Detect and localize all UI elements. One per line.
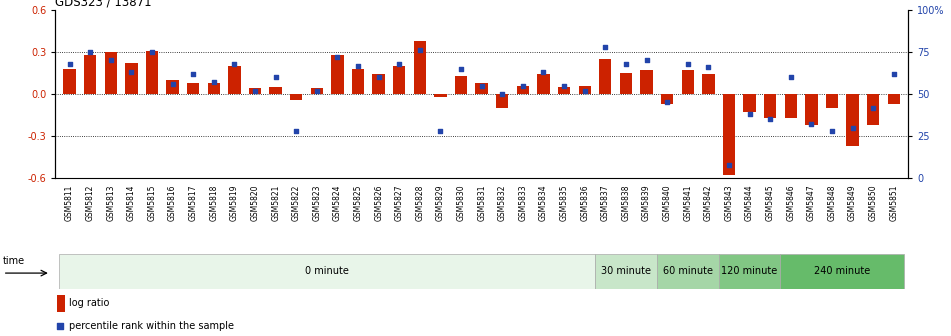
Bar <box>805 94 818 125</box>
Bar <box>620 73 632 94</box>
Point <box>495 91 510 97</box>
Point <box>309 88 324 93</box>
Bar <box>414 41 426 94</box>
Bar <box>657 254 719 289</box>
Bar <box>228 66 241 94</box>
Bar <box>57 295 65 311</box>
Point <box>247 88 262 93</box>
Bar <box>867 94 880 125</box>
Bar <box>207 83 220 94</box>
Point <box>783 75 798 80</box>
Point <box>844 125 860 130</box>
Point <box>680 61 695 67</box>
Bar <box>311 88 323 94</box>
Point <box>742 112 757 117</box>
Bar <box>595 254 657 289</box>
Bar <box>578 86 591 94</box>
Text: 0 minute: 0 minute <box>305 266 349 276</box>
Bar <box>702 75 714 94</box>
Text: time: time <box>3 256 25 266</box>
Point <box>515 83 531 88</box>
Point <box>124 70 139 75</box>
Bar <box>825 94 838 108</box>
Bar <box>352 69 364 94</box>
Point <box>185 71 201 77</box>
Bar <box>661 94 673 104</box>
Bar <box>723 94 735 175</box>
Bar <box>599 59 611 94</box>
Bar <box>558 87 571 94</box>
Bar <box>455 76 467 94</box>
Point <box>556 83 572 88</box>
Point <box>392 61 407 67</box>
Point <box>62 61 77 67</box>
Point <box>433 128 448 134</box>
Bar <box>537 75 550 94</box>
Point <box>865 105 881 110</box>
Bar <box>105 52 117 94</box>
Text: GDS323 / 13871: GDS323 / 13871 <box>55 0 152 9</box>
Point <box>701 65 716 70</box>
Point <box>83 49 98 55</box>
Point <box>226 61 242 67</box>
Point <box>804 122 819 127</box>
Bar <box>373 75 385 94</box>
Bar <box>764 94 776 118</box>
Point <box>618 61 633 67</box>
Bar <box>744 94 756 112</box>
Point <box>165 81 180 87</box>
Text: 30 minute: 30 minute <box>601 266 650 276</box>
Bar <box>269 87 281 94</box>
Point <box>535 70 551 75</box>
Point <box>145 49 160 55</box>
Point <box>350 63 365 68</box>
Point <box>825 128 840 134</box>
Bar <box>435 94 447 97</box>
Bar <box>682 70 694 94</box>
Bar <box>290 94 302 100</box>
Bar <box>785 94 797 118</box>
Bar <box>249 88 262 94</box>
Bar <box>887 94 900 104</box>
Point <box>206 80 222 85</box>
Bar <box>781 254 904 289</box>
Point <box>454 66 469 72</box>
Point <box>886 71 902 77</box>
Point <box>577 88 592 93</box>
Point <box>371 75 386 80</box>
Bar <box>84 55 96 94</box>
Point <box>412 48 427 53</box>
Text: 60 minute: 60 minute <box>663 266 712 276</box>
Point <box>268 75 283 80</box>
Text: 120 minute: 120 minute <box>722 266 778 276</box>
Bar <box>331 55 343 94</box>
Point <box>597 44 612 50</box>
Point <box>721 162 736 167</box>
Bar <box>59 254 595 289</box>
Text: log ratio: log ratio <box>68 298 109 308</box>
Bar <box>64 69 76 94</box>
Point <box>639 58 654 63</box>
Bar <box>187 83 200 94</box>
Point <box>659 100 674 105</box>
Bar <box>476 83 488 94</box>
Point <box>474 83 489 88</box>
Bar <box>846 94 859 146</box>
Text: percentile rank within the sample: percentile rank within the sample <box>68 321 234 331</box>
Bar <box>719 254 781 289</box>
Bar <box>126 63 138 94</box>
Point <box>288 128 303 134</box>
Point <box>52 323 68 328</box>
Point <box>330 54 345 60</box>
Bar <box>166 80 179 94</box>
Bar <box>496 94 509 108</box>
Bar <box>146 51 158 94</box>
Point <box>763 117 778 122</box>
Bar <box>640 70 652 94</box>
Bar <box>516 86 529 94</box>
Bar <box>393 66 405 94</box>
Point <box>103 58 118 63</box>
Text: 240 minute: 240 minute <box>814 266 870 276</box>
